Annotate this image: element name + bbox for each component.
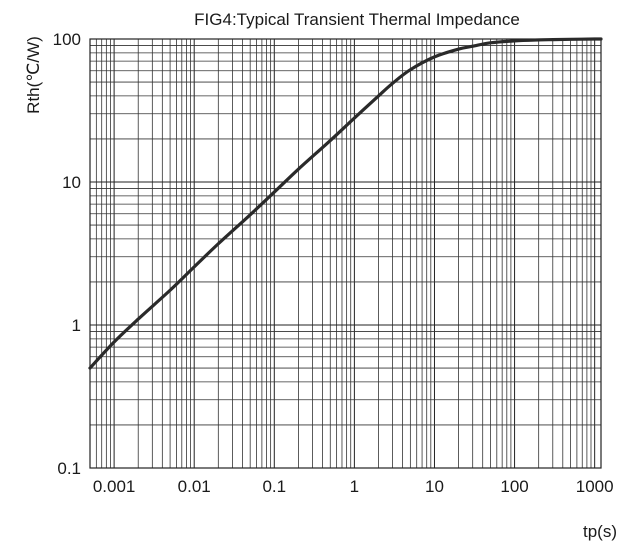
y-tick-labels: 0.1 1 10 100 [53,30,81,478]
y-tick-label: 100 [53,30,81,49]
series-layer [88,37,603,370]
x-tick-label: 0.001 [93,477,136,496]
x-axis-label: tp(s) [583,522,617,541]
y-tick-label: 10 [62,173,81,192]
x-tick-label: 1000 [576,477,614,496]
chart-title: FIG4:Typical Transient Thermal Impedance [194,10,520,29]
plot-frame [89,38,602,469]
x-tick-label: 0.01 [178,477,211,496]
x-tick-label: 10 [425,477,444,496]
x-tick-label: 0.1 [262,477,286,496]
series-line-thermal-impedance [88,37,603,370]
grid [89,38,601,469]
x-tick-label: 1 [350,477,359,496]
y-axis-label: Rth(℃/W) [24,36,43,114]
x-tick-label: 100 [500,477,528,496]
y-tick-label: 1 [72,316,81,335]
y-tick-label: 0.1 [57,459,81,478]
x-tick-labels: 0.001 0.01 0.1 1 10 100 1000 [93,477,614,496]
